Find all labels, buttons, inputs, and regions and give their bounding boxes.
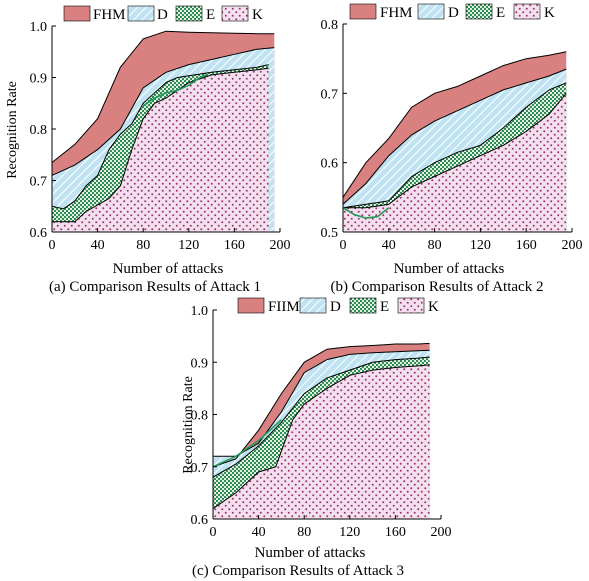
x-tick-label: 40 <box>91 238 105 253</box>
x-tick-label: 40 <box>252 525 266 540</box>
x-tick-label: 0 <box>49 238 56 253</box>
y-tick-label: 0.8 <box>30 123 48 138</box>
panel-a-xlabel: Number of attacks <box>113 261 224 277</box>
legend-label-e: E <box>496 5 505 21</box>
legend-label-e: E <box>380 299 389 315</box>
legend-swatch-fhm <box>349 3 377 20</box>
panel-c-plot: 0 40 80 120 160 200 0.6 0.7 0.8 0.9 1.0 <box>191 304 452 540</box>
y-tick-label: 0.6 <box>30 226 48 241</box>
series-line-fhm <box>212 342 430 468</box>
panel-a-legend: FHM D E K <box>63 5 263 23</box>
legend-swatch-fiim <box>237 297 265 314</box>
series-line-d <box>342 68 567 205</box>
series-line-d <box>213 349 430 457</box>
area-k <box>343 93 567 232</box>
panel-b-plot: 0 40 80 120 160 200 0.5 0.6 0.7 0.8 <box>321 18 583 253</box>
x-tick-label: 120 <box>178 238 199 253</box>
panel-b-legend: FHM D E K <box>349 3 555 21</box>
panel-b: FHM D E K 0 40 80 120 160 200 0.5 0.6 0.7 0.8 Num… <box>321 3 583 295</box>
legend-label-d: D <box>157 7 168 23</box>
series-line-e <box>342 82 567 209</box>
y-tick-label: 0.6 <box>191 513 209 528</box>
panel-c-caption: (c) Comparison Results of Attack 3 <box>192 563 404 579</box>
panel-c-legend: FIIM D E K <box>237 297 439 315</box>
y-tick-label: 0.7 <box>191 461 209 476</box>
legend-label-d: D <box>448 5 459 21</box>
legend-label-k: K <box>544 5 555 21</box>
area-k <box>52 68 269 232</box>
series-line-fhm <box>342 51 567 198</box>
series-line-k <box>343 92 567 209</box>
x-tick-label: 40 <box>382 238 396 253</box>
panel-c-ylabel: Recognition Rate <box>181 376 196 474</box>
legend-label-fiim: FIIM <box>268 299 300 315</box>
x-tick-label: 120 <box>470 238 491 253</box>
x-tick-label: 160 <box>516 238 537 253</box>
y-tick-label: 0.7 <box>30 175 48 190</box>
panel-a-caption: (a) Comparison Results of Attack 1 <box>49 279 261 295</box>
legend-label-fhm: FHM <box>93 7 126 23</box>
legend-swatch-d <box>417 3 445 20</box>
legend-swatch-d <box>299 297 327 314</box>
legend-label-e: E <box>206 7 215 23</box>
y-tick-label: 1.0 <box>191 304 209 319</box>
series-line-k <box>212 364 430 510</box>
x-tick-label: 200 <box>270 238 291 253</box>
panel-c-xlabel: Number of attacks <box>255 545 366 561</box>
legend-swatch-e <box>349 297 377 314</box>
x-tick-label: 120 <box>339 525 360 540</box>
area-k <box>213 364 430 519</box>
panel-a: FHM D E K 0 40 80 120 160 2000.60.70.80.91.0 … <box>5 5 291 295</box>
series-line-e <box>212 356 430 478</box>
x-tick-label: 80 <box>428 238 442 253</box>
y-tick-label: 0.7 <box>321 87 339 102</box>
legend-label-k: K <box>252 7 263 23</box>
fit-curve <box>142 74 207 107</box>
fit-curve <box>212 419 282 468</box>
y-tick-label: 0.8 <box>191 409 209 424</box>
panel-b-xlabel: Number of attacks <box>394 261 505 277</box>
x-tick-label: 80 <box>297 525 311 540</box>
x-tick-label: 160 <box>385 525 406 540</box>
panel-b-caption: (b) Comparison Results of Attack 2 <box>331 279 544 295</box>
legend-swatch-k <box>513 3 541 20</box>
legend-swatch-d <box>127 5 155 22</box>
x-tick-label: 0 <box>210 525 217 540</box>
series-line-fhm <box>51 30 275 163</box>
series-line-e <box>51 64 269 210</box>
y-tick-label: 0.5 <box>321 226 339 241</box>
x-tick-label: 200 <box>562 238 583 253</box>
legend-label-fhm: FHM <box>380 5 413 21</box>
legend-swatch-k <box>397 297 425 314</box>
y-tick-label: 1.0 <box>30 20 48 35</box>
y-tick-label: 0.9 <box>191 356 209 371</box>
y-tick-label: 0.9 <box>30 72 48 87</box>
x-tick-label: 160 <box>224 238 245 253</box>
legend-swatch-e <box>465 3 493 20</box>
fit-curve <box>342 207 390 219</box>
panel-c: FIIM D E K 0 40 80 120 160 200 0.6 0.7 0.8 0.9 1.0… <box>181 297 452 579</box>
legend-label-k: K <box>428 299 439 315</box>
series-line-k <box>52 67 269 223</box>
y-tick-label: 0.8 <box>321 18 339 33</box>
legend-swatch-k <box>221 5 249 22</box>
y-tick-label: 0.6 <box>321 157 339 172</box>
panel-a-ylabel: Recognition Rate <box>5 81 20 179</box>
x-tick-label: 0 <box>340 238 347 253</box>
legend-label-d: D <box>330 299 341 315</box>
x-tick-label: 80 <box>136 238 150 253</box>
panel-a-plot: 0 40 80 120 160 200 0.6 0.7 0.8 0.9 1.0 <box>30 20 291 253</box>
x-tick-label: 200 <box>431 525 452 540</box>
legend-swatch-fhm <box>63 5 91 22</box>
series-line-d <box>51 47 275 176</box>
legend-swatch-e <box>175 5 203 22</box>
